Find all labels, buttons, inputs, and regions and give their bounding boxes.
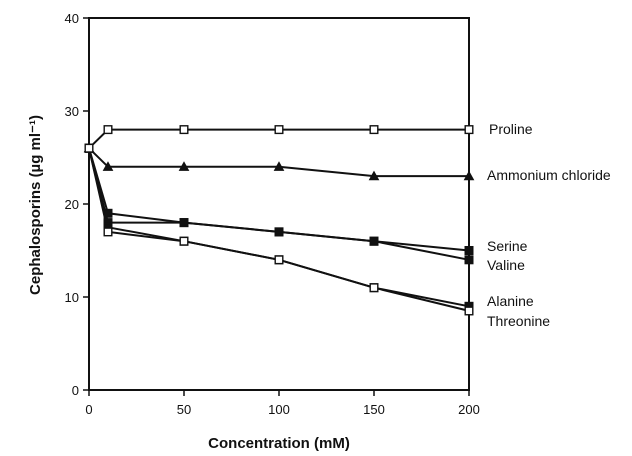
data-point-threonine [369,283,379,293]
data-point-ammonium-chloride [463,170,475,181]
y-tick-label: 0 [72,383,79,398]
y-tick-label: 10 [65,290,79,305]
y-tick-label: 30 [65,104,79,119]
y-tick-label: 40 [65,11,79,26]
series-label-ammonium-chloride: Ammonium chloride [487,167,611,183]
series-label-threonine: Threonine [487,313,550,329]
data-point-valine [464,255,474,265]
y-tick-label: 20 [65,197,79,212]
data-point-ammonium-chloride [178,161,190,171]
data-point-threonine [179,236,189,246]
data-point-valine [103,208,113,218]
series-line-valine [88,147,470,261]
data-point-proline [103,125,113,135]
data-point-ammonium-chloride [102,161,114,171]
x-tick-label: 200 [458,402,480,417]
data-point-proline [464,125,474,135]
series-line-alanine [88,147,470,308]
plot-frame [88,17,470,391]
x-axis-title: Concentration (mM) [208,435,350,452]
series-labels: Proline Ammonium chloride Serine Valine Alan… [487,121,611,329]
series-label-proline: Proline [489,121,533,137]
series-markers [83,125,475,316]
plot-border [88,17,470,391]
data-point-threonine [84,143,94,153]
series-lines [88,128,470,312]
data-point-proline [274,125,284,135]
x-tick-label: 150 [363,402,385,417]
data-point-valine [179,218,189,228]
data-point-ammonium-chloride [273,161,285,171]
data-point-proline [369,125,379,135]
y-axis-ticks: 0 10 20 30 40 [65,11,89,398]
series-label-alanine: Alanine [487,293,534,309]
data-point-valine [274,227,284,237]
x-tick-label: 0 [85,402,92,417]
data-point-threonine [464,306,474,316]
data-point-threonine [274,255,284,265]
series-line-threonine [88,147,470,312]
x-tick-label: 100 [268,402,290,417]
data-point-serine [464,245,474,255]
y-axis-title: Cephalosporins (µg ml⁻¹) [27,115,44,295]
x-tick-label: 50 [177,402,191,417]
series-line-ammonium-chloride [88,147,469,178]
series-label-valine: Valine [487,257,525,273]
series-label-serine: Serine [487,238,528,254]
x-axis-ticks: 0 50 100 150 200 [85,390,480,417]
data-point-ammonium-chloride [368,170,380,181]
data-point-threonine [103,227,113,237]
data-point-valine [369,236,379,246]
data-point-proline [179,125,189,135]
